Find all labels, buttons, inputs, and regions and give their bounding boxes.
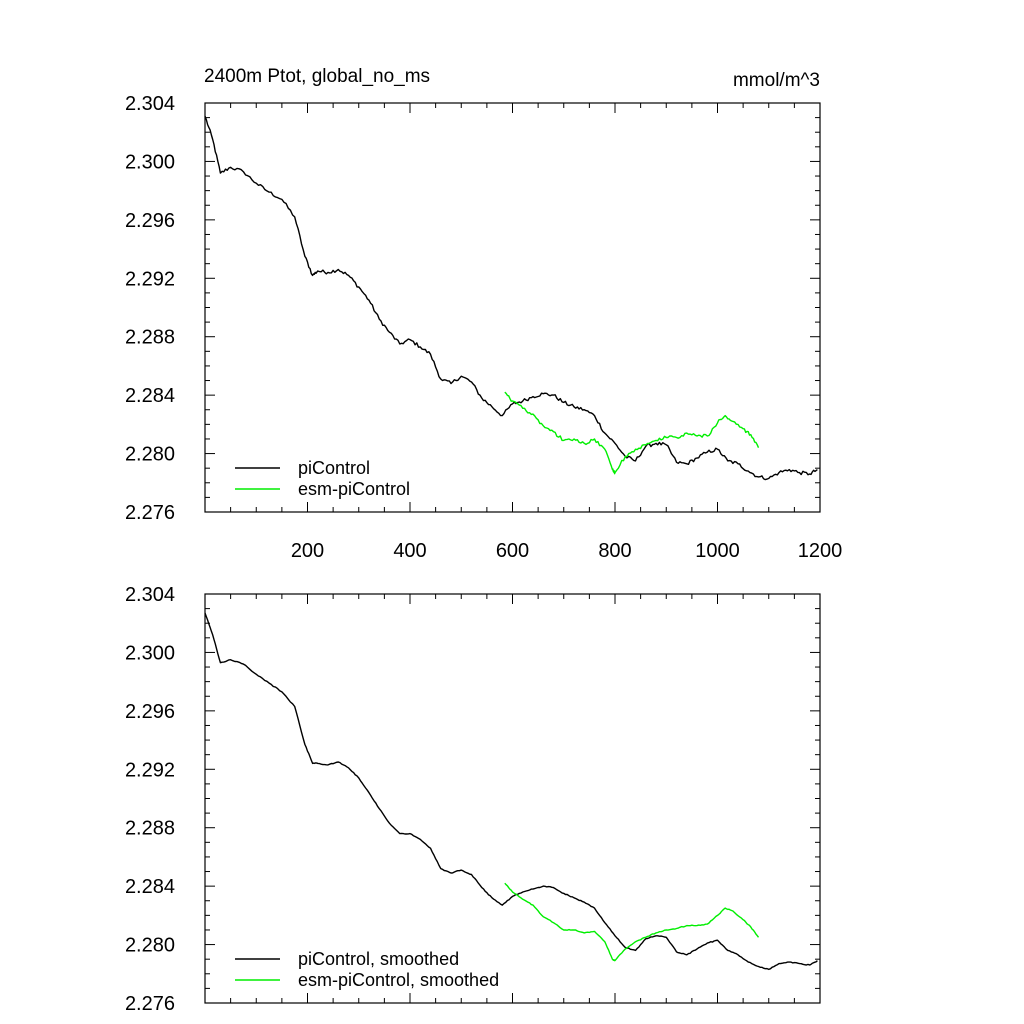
x-tick-label: 1200 <box>798 540 843 562</box>
y-tick-label: 2.288 <box>125 818 175 840</box>
top-panel: 2.276 2.280 2.284 2.288 2.292 2.296 2.300 2.304… <box>125 93 842 562</box>
y-tick-label: 2.284 <box>125 385 175 407</box>
y-tick-label: 2.296 <box>125 210 175 232</box>
units-label: mmol/m^3 <box>733 70 820 91</box>
y-tick-label: 2.300 <box>125 642 175 664</box>
y-tick-label: 2.288 <box>125 327 175 349</box>
chart-title: 2400m Ptot, global_no_ms <box>204 66 430 87</box>
y-tick-label: 2.276 <box>125 993 175 1015</box>
series-line-esm-picontrol <box>504 391 760 475</box>
series-line-picontrol <box>204 612 818 971</box>
y-tick-label: 2.280 <box>125 935 175 957</box>
bottom-panel: 2.276 2.280 2.284 2.288 2.292 2.296 2.300 2.304… <box>125 584 821 1015</box>
x-tick-label: 200 <box>291 540 324 562</box>
series-line-picontrol <box>204 115 818 481</box>
y-tick-label: 2.304 <box>125 584 175 606</box>
y-tick-label: 2.284 <box>125 876 175 898</box>
y-tick-label: 2.276 <box>125 502 175 524</box>
x-tick-label: 600 <box>496 540 529 562</box>
x-tick-label: 800 <box>598 540 631 562</box>
legend-label: esm-piControl, smoothed <box>298 970 499 990</box>
y-tick-label: 2.296 <box>125 701 175 723</box>
x-tick-label: 400 <box>393 540 426 562</box>
plot-frame <box>204 593 821 1004</box>
series-line-esm-picontrol <box>504 882 760 962</box>
x-tick-label: 1000 <box>695 540 740 562</box>
legend-label: piControl <box>298 458 370 478</box>
y-tick-label: 2.280 <box>125 444 175 466</box>
plot-frame <box>204 102 821 513</box>
legend-label: esm-piControl <box>298 479 410 499</box>
y-tick-label: 2.292 <box>125 759 175 781</box>
y-tick-label: 2.304 <box>125 93 175 115</box>
y-tick-label: 2.300 <box>125 151 175 173</box>
y-tick-label: 2.292 <box>125 268 175 290</box>
legend-label: piControl, smoothed <box>298 949 459 969</box>
